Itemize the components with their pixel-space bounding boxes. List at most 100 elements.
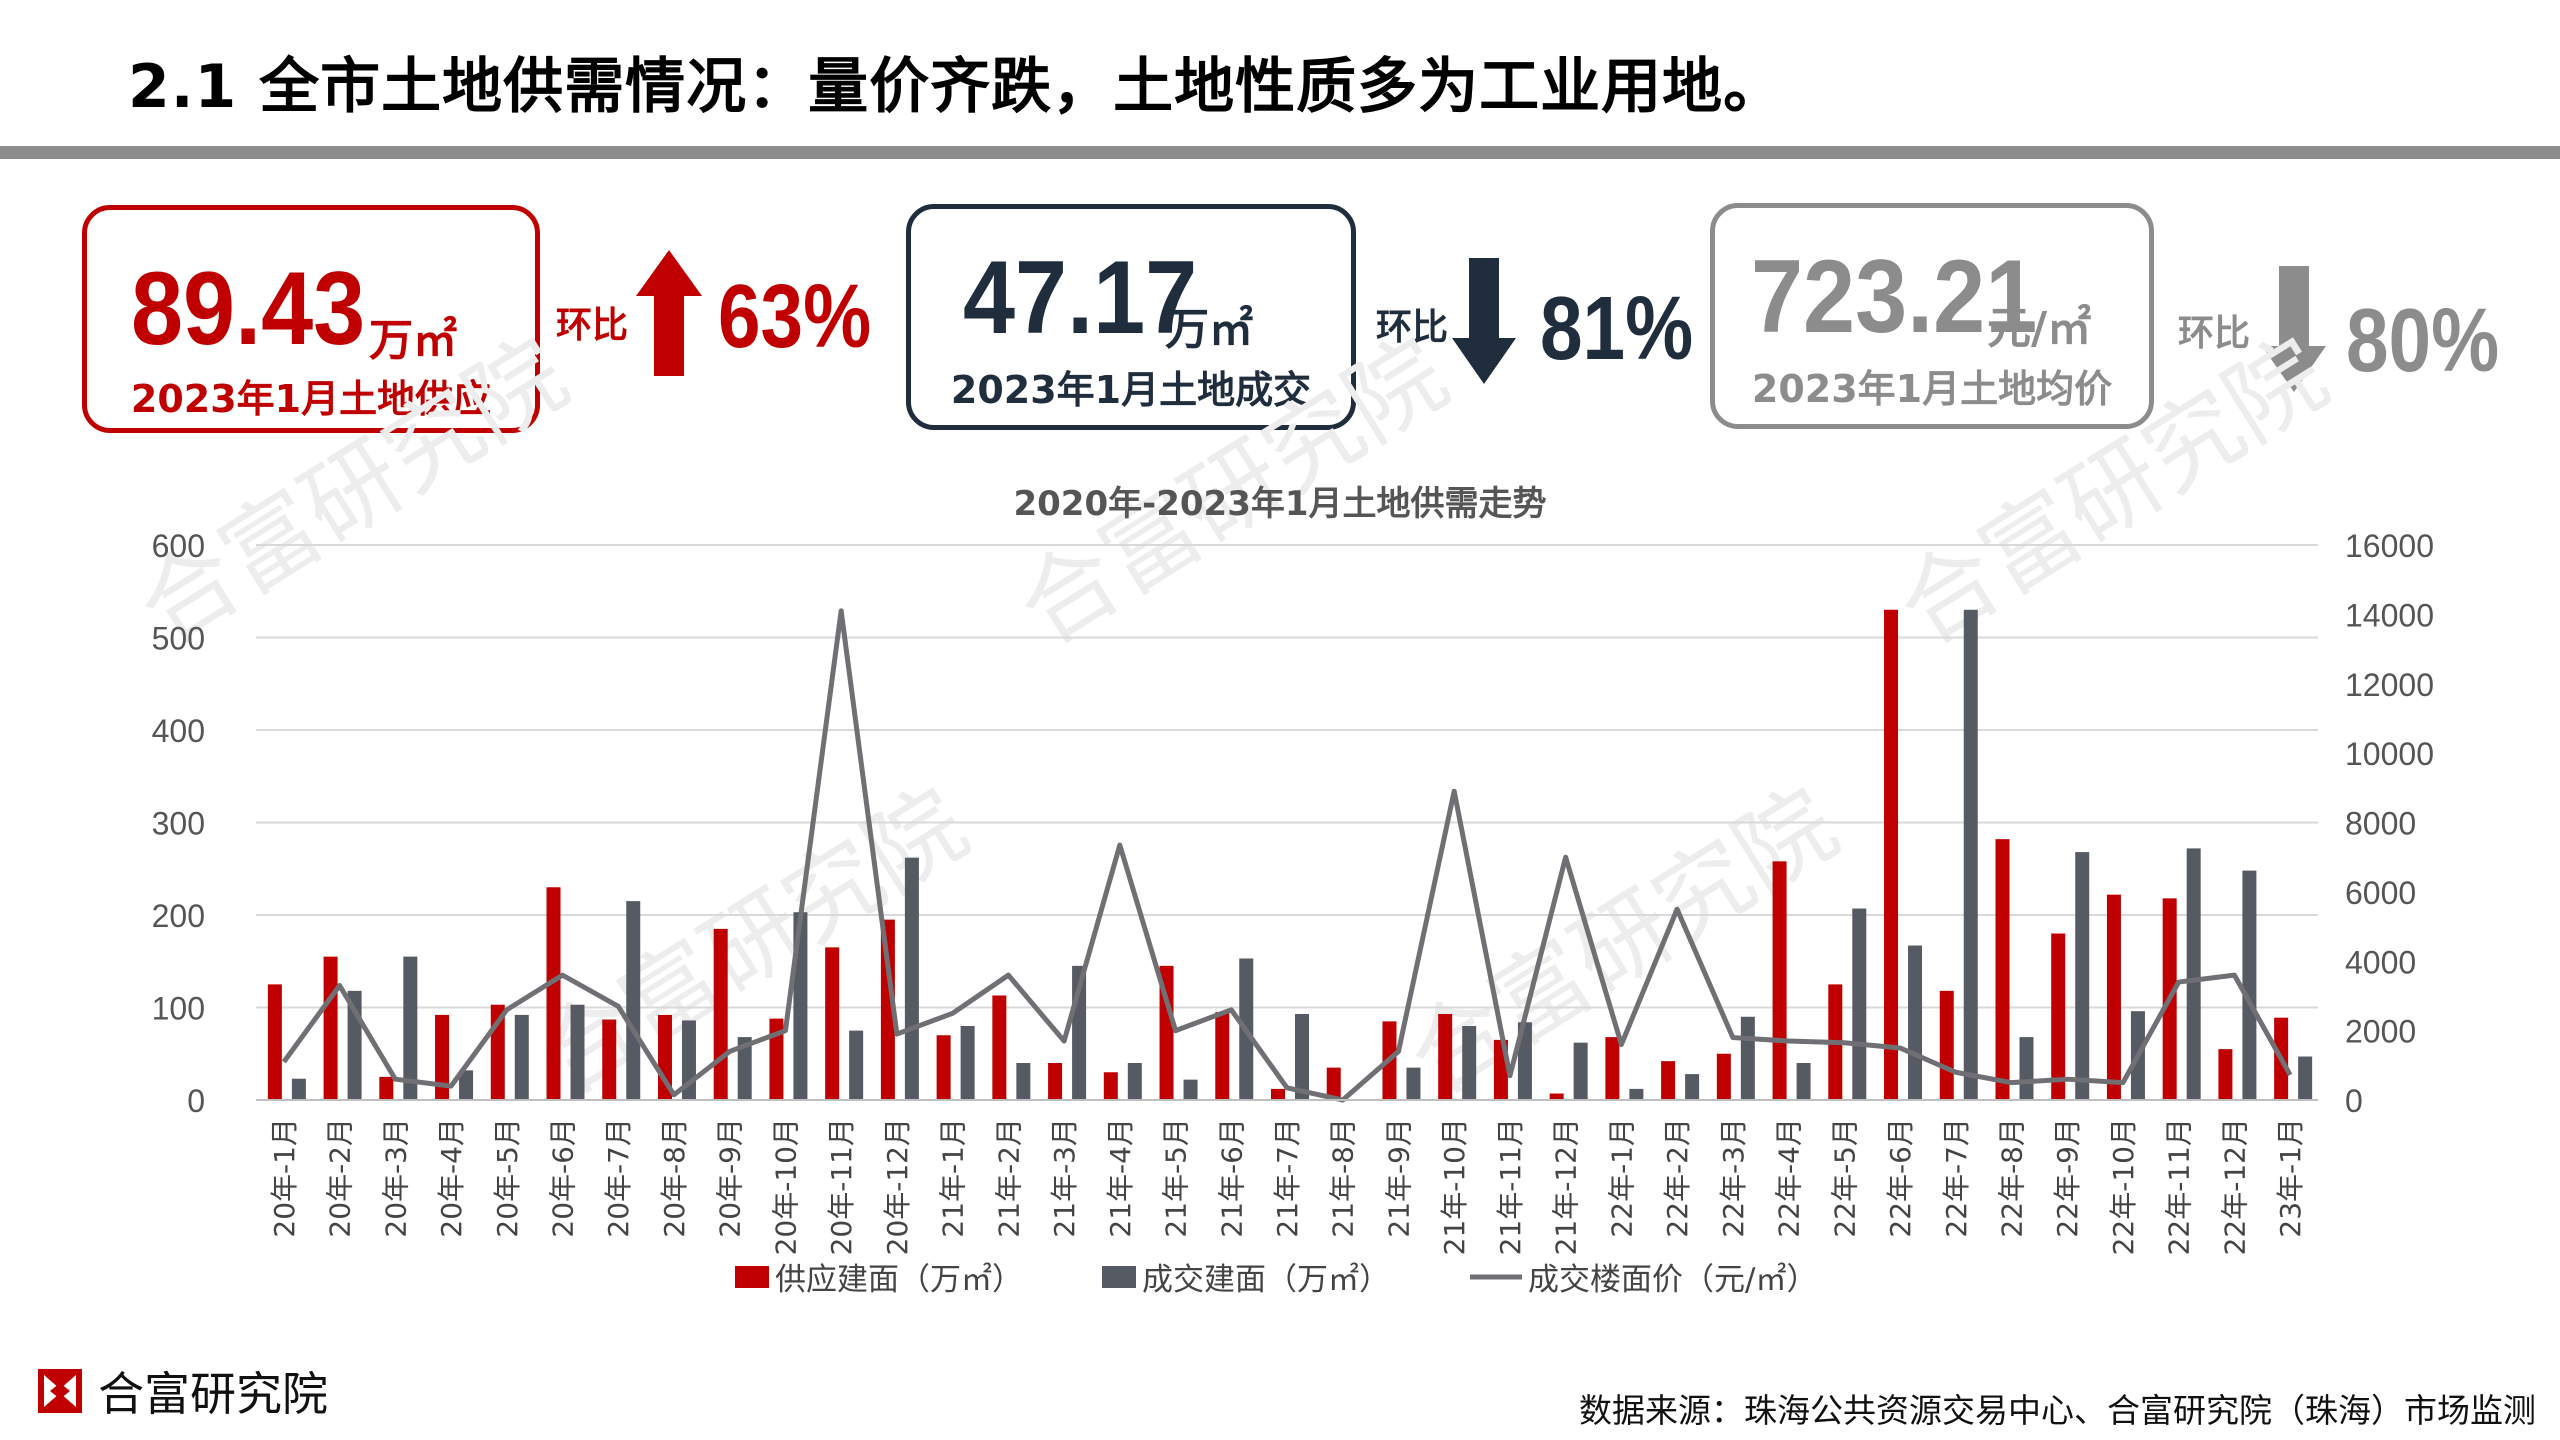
- supply-bar: [1884, 609, 1899, 1100]
- deal-bar: [570, 1004, 585, 1100]
- legend-label: 供应建面（万㎡）: [775, 1262, 1023, 1298]
- deal-bar: [1740, 1016, 1755, 1100]
- x-tick-label: 20年-3月: [379, 1118, 412, 1238]
- deal-bar: [291, 1078, 306, 1100]
- supply-bar: [769, 1018, 784, 1100]
- supply-bar: [1772, 861, 1787, 1100]
- x-tick-label: 22年-12月: [2218, 1118, 2251, 1255]
- supply-mom-pct: 63%: [718, 267, 872, 367]
- x-tick-label: 20年-11月: [825, 1118, 858, 1255]
- deal-bar: [1685, 1074, 1700, 1100]
- deal-bar: [1127, 1063, 1142, 1100]
- y-right-tick-label: 14000: [2345, 597, 2434, 633]
- supply-bar: [1103, 1072, 1118, 1100]
- x-tick-label: 22年-9月: [2051, 1118, 2084, 1238]
- x-tick-label: 20年-12月: [881, 1118, 914, 1255]
- y-left-tick-label: 0: [187, 1083, 205, 1119]
- watermark-text: 合富研究院: [119, 317, 585, 666]
- supply-bar: [1549, 1093, 1564, 1100]
- deal-bar: [459, 1070, 474, 1100]
- x-tick-label: 20年-5月: [491, 1118, 524, 1238]
- supply-bar: [379, 1076, 394, 1100]
- supply-bar: [713, 928, 728, 1100]
- data-source: 数据来源：珠海公共资源交易中心、合富研究院（珠海）市场监测: [1579, 1391, 2536, 1430]
- deal-bar: [1852, 908, 1867, 1100]
- x-tick-label: 22年-2月: [1661, 1118, 1694, 1238]
- footer-brand: 合富研究院: [36, 1358, 328, 1424]
- supply-bar: [323, 956, 338, 1100]
- x-tick-label: 22年-3月: [1717, 1118, 1750, 1238]
- supply-bar: [1661, 1061, 1676, 1100]
- deal-bar: [960, 1026, 975, 1100]
- x-tick-label: 22年-8月: [1995, 1118, 2028, 1238]
- supply-bar: [2106, 894, 2121, 1100]
- chart-title: 2020年-2023年1月土地供需走势: [1013, 484, 1546, 524]
- supply-bar: [1326, 1067, 1341, 1100]
- x-tick-label: 21年-6月: [1215, 1118, 1248, 1238]
- price-unit: 元/㎡: [1987, 303, 2092, 354]
- x-tick-label: 22年-11月: [2163, 1118, 2196, 1255]
- deal-bar: [1908, 945, 1923, 1100]
- price-caption: 2023年1月土地均价: [1751, 367, 2113, 411]
- deal-bar: [2075, 852, 2090, 1100]
- deal-bar: [1517, 1022, 1532, 1100]
- arrow-down-icon: [2262, 266, 2326, 392]
- supply-bar: [1271, 1088, 1285, 1100]
- supply-bar: [825, 947, 840, 1100]
- x-tick-label: 21年-11月: [1494, 1118, 1527, 1255]
- x-tick-label: 20年-6月: [547, 1118, 580, 1238]
- supply-bar: [1716, 1053, 1731, 1100]
- arrow-up-icon: [636, 250, 702, 376]
- x-tick-label: 22年-7月: [1940, 1118, 1973, 1238]
- deal-bar: [1295, 1013, 1309, 1100]
- deal-bar: [2298, 1056, 2313, 1100]
- x-tick-label: 20年-4月: [435, 1118, 468, 1238]
- brand-logo-icon: [38, 1369, 82, 1413]
- x-tick-label: 22年-1月: [1605, 1118, 1638, 1238]
- deal-bar: [1406, 1067, 1421, 1100]
- title-divider: [0, 146, 2560, 159]
- deal-caption: 2023年1月土地成交: [950, 368, 1312, 412]
- deal-bar: [1573, 1042, 1588, 1100]
- x-tick-label: 20年-10月: [769, 1118, 802, 1255]
- deal-bar: [1629, 1088, 1644, 1100]
- brand-name: 合富研究院: [98, 1367, 328, 1421]
- supply-bar: [1605, 1037, 1620, 1100]
- supply-bar: [992, 995, 1007, 1100]
- deal-bar: [904, 857, 919, 1100]
- deal-bar: [1016, 1063, 1031, 1100]
- y-right-tick-label: 0: [2345, 1083, 2363, 1119]
- x-tick-label: 21年-8月: [1327, 1118, 1360, 1238]
- price-value: 723.21: [1751, 239, 2038, 355]
- y-right-tick-label: 16000: [2345, 528, 2434, 564]
- supply-stat-card: 89.43 万㎡ 2023年1月土地供应: [82, 205, 540, 433]
- x-tick-label: 21年-12月: [1550, 1118, 1583, 1255]
- price-mom-pct: 80%: [2346, 291, 2500, 391]
- deal-bar: [514, 1014, 529, 1100]
- y-right-tick-label: 6000: [2345, 875, 2416, 911]
- supply-bar: [267, 984, 282, 1100]
- supply-mom-label: 环比: [556, 305, 629, 346]
- deal-bar: [1462, 1026, 1477, 1100]
- supply-bar: [936, 1035, 951, 1100]
- x-tick-label: 21年-5月: [1160, 1118, 1193, 1238]
- y-right-tick-label: 8000: [2345, 806, 2416, 842]
- x-tick-label: 22年-6月: [1884, 1118, 1917, 1238]
- supply-bar: [1939, 990, 1954, 1100]
- price-stat-card: 723.21 元/㎡ 2023年1月土地均价: [1710, 203, 2154, 429]
- price-line: [281, 608, 2293, 1103]
- x-tick-label: 23年-1月: [2274, 1118, 2307, 1238]
- x-tick-label: 21年-7月: [1271, 1118, 1304, 1238]
- x-tick-label: 20年-8月: [658, 1118, 691, 1238]
- supply-bar: [1438, 1013, 1453, 1100]
- deal-bar: [1183, 1079, 1198, 1100]
- deal-unit: 万㎡: [1165, 304, 1253, 355]
- y-left-tick-label: 200: [152, 898, 205, 934]
- legend-swatch: [735, 1266, 769, 1288]
- supply-bar: [1159, 965, 1174, 1100]
- supply-unit: 万㎡: [369, 315, 457, 366]
- supply-bar: [1995, 839, 2010, 1100]
- x-tick-label: 22年-5月: [1828, 1118, 1861, 1238]
- legend-label: 成交建面（万㎡）: [1142, 1262, 1390, 1298]
